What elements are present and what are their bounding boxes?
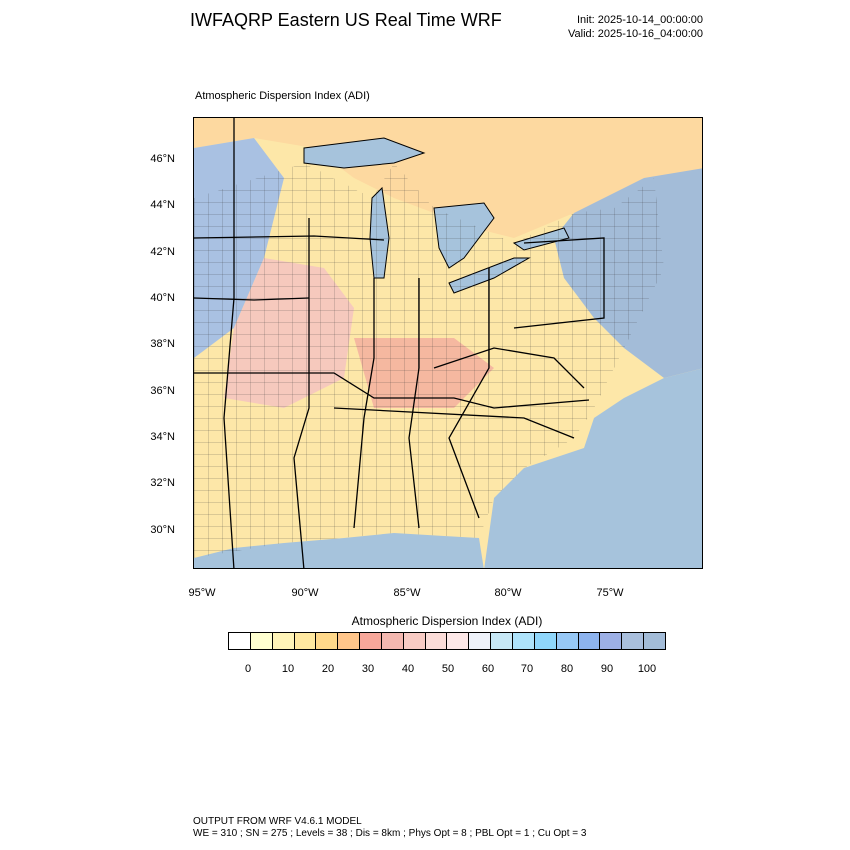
colorbar-swatch-7	[381, 633, 404, 649]
colorbar-label-90: 90	[600, 663, 614, 675]
colorbar-label-10: 10	[281, 663, 295, 675]
colorbar-swatch-19	[644, 633, 665, 649]
lon-label-80: 80°W	[494, 587, 522, 599]
colorbar-swatch-0	[229, 633, 251, 649]
map-svg	[194, 118, 702, 568]
colorbar-label-20: 20	[321, 663, 335, 675]
run-times: Init: 2025-10-14_00:00:00 Valid: 2025-10…	[520, 13, 703, 41]
colorbar-label-70: 70	[520, 663, 534, 675]
colorbar-swatch-1	[250, 633, 273, 649]
colorbar-swatch-4	[316, 633, 339, 649]
colorbar-label-80: 80	[560, 663, 574, 675]
lat-label-30: 30°N	[150, 524, 175, 536]
lat-label-42: 42°N	[150, 246, 175, 258]
lat-label-38: 38°N	[150, 338, 175, 350]
colorbar-label-60: 60	[481, 663, 495, 675]
state-boundaries	[194, 118, 605, 568]
colorbar-swatch-17	[600, 633, 623, 649]
gulf-of-mexico	[194, 533, 484, 568]
colorbar-swatch-2	[272, 633, 295, 649]
colorbar-swatch-18	[622, 633, 645, 649]
colorbar-label-100: 100	[637, 663, 657, 675]
colorbar-swatch-5	[338, 633, 361, 649]
plot-title: Atmospheric Dispersion Index (ADI)	[195, 90, 370, 102]
colorbar-swatch-15	[556, 633, 579, 649]
colorbar-title: Atmospheric Dispersion Index (ADI)	[351, 614, 543, 628]
footer-config: WE = 310 ; SN = 275 ; Levels = 38 ; Dis …	[193, 828, 587, 839]
lat-label-34: 34°N	[150, 431, 175, 443]
colorbar-swatch-16	[578, 633, 601, 649]
colorbar-label-30: 30	[361, 663, 375, 675]
colorbar-swatch-6	[360, 633, 382, 649]
lat-label-46: 46°N	[150, 153, 175, 165]
valid-time: Valid: 2025-10-16_04:00:00	[568, 28, 703, 40]
colorbar-swatch-3	[294, 633, 317, 649]
colorbar-swatch-9	[425, 633, 448, 649]
lat-label-44: 44°N	[150, 199, 175, 211]
lat-label-32: 32°N	[150, 477, 175, 489]
colorbar-label-40: 40	[401, 663, 415, 675]
colorbar-swatch-13	[512, 633, 535, 649]
adi-map	[193, 117, 703, 569]
init-time: Init: 2025-10-14_00:00:00	[577, 14, 703, 26]
lat-label-36: 36°N	[150, 385, 175, 397]
lon-label-85: 85°W	[393, 587, 421, 599]
colorbar-label-50: 50	[441, 663, 455, 675]
lat-label-40: 40°N	[150, 292, 175, 304]
main-title: IWFAQRP Eastern US Real Time WRF	[190, 10, 502, 30]
colorbar-swatch-12	[491, 633, 513, 649]
footer-model: OUTPUT FROM WRF V4.6.1 MODEL	[193, 816, 362, 827]
colorbar-label-0: 0	[244, 663, 252, 675]
colorbar-swatch-14	[534, 633, 557, 649]
colorbar-swatch-8	[403, 633, 426, 649]
colorbar	[228, 632, 666, 650]
footer: OUTPUT FROM WRF V4.6.1 MODEL WE = 310 ; …	[193, 816, 586, 840]
lon-label-75: 75°W	[596, 587, 624, 599]
county-boundaries	[194, 163, 664, 558]
lon-label-95: 95°W	[188, 587, 216, 599]
colorbar-swatch-10	[447, 633, 470, 649]
colorbar-swatch-11	[469, 633, 492, 649]
atlantic-ocean	[484, 368, 702, 568]
lon-label-90: 90°W	[291, 587, 319, 599]
